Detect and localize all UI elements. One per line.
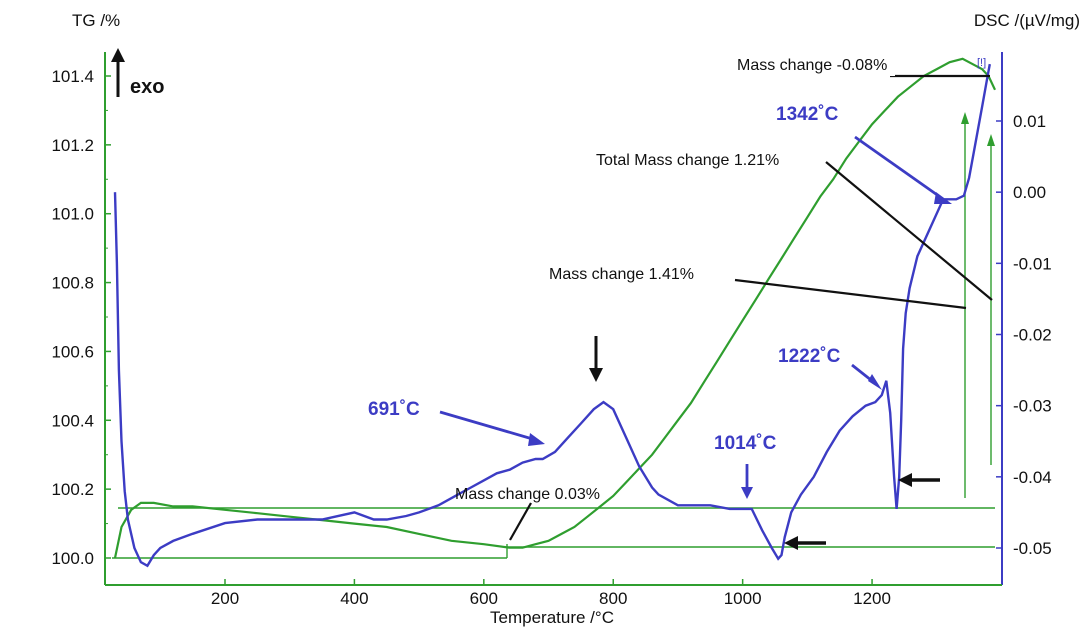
- left-arrow-icon: [784, 536, 798, 550]
- leader-mass-change-141: [734, 278, 967, 310]
- y-left-tick-label: 101.0: [51, 205, 94, 224]
- tick-group: 200 400 600 800 1000 1200 100.0 100.2 100.4 100.6…: [51, 67, 1051, 608]
- x-tick-label: 1000: [724, 589, 762, 608]
- exo-arrow-icon: [111, 48, 125, 62]
- y-right-tick-label: -0.03: [1013, 397, 1052, 416]
- down-arrow-icon: [741, 487, 753, 499]
- bracket-marker: [!]: [977, 57, 986, 69]
- y-right-tick-label: 0.00: [1013, 183, 1046, 202]
- arrow-1342-shaft: [854, 135, 944, 201]
- x-axis-title: Temperature /°C: [490, 608, 614, 627]
- annotation-leaders: [509, 74, 993, 541]
- peak-1014-label: 1014˚C: [714, 433, 777, 454]
- x-tick-label: 1200: [853, 589, 891, 608]
- peak-arrows: [439, 135, 952, 499]
- peak-1222-label: 1222˚C: [778, 346, 841, 367]
- x-tick-label: 600: [470, 589, 498, 608]
- x-tick-label: 400: [340, 589, 368, 608]
- y-left-tick-label: 100.2: [51, 480, 94, 499]
- peak-1342-label: 1342˚C: [776, 104, 839, 125]
- right-arrow-icon: [868, 374, 882, 390]
- y-left-tick-label: 100.8: [51, 274, 94, 293]
- mass-change-003-label: Mass change 0.03%: [455, 486, 600, 503]
- total-mass-change-label: Total Mass change 1.21%: [596, 152, 779, 169]
- y-right-tick-label: -0.04: [1013, 468, 1052, 487]
- y-left-tick-label: 100.6: [51, 342, 94, 361]
- y-right-axis-title: DSC /(µV/mg): [974, 11, 1080, 30]
- down-arrow-icon: [589, 368, 603, 382]
- y-right-tick-label: -0.01: [1013, 254, 1052, 273]
- exo-label: exo: [130, 76, 164, 98]
- tg-series-line: [113, 57, 996, 559]
- y-right-tick-label: -0.02: [1013, 326, 1052, 345]
- peak-691-label: 691˚C: [368, 399, 420, 420]
- right-arrow-icon: [934, 192, 952, 204]
- y-right-tick-label: -0.05: [1013, 539, 1052, 558]
- mass-change-141-label: Mass change 1.41%: [549, 266, 694, 283]
- mass-change-neg-label: Mass change -0.08%: [737, 57, 887, 74]
- step-arrow-icon: [961, 112, 969, 124]
- arrow-691-shaft: [439, 410, 537, 442]
- y-left-tick-label: 100.0: [51, 549, 94, 568]
- y-left-tick-label: 101.4: [51, 67, 94, 86]
- y-right-tick-label: 0.01: [1013, 112, 1046, 131]
- left-arrow-icon: [898, 473, 912, 487]
- mass-change-neg-bg: [733, 54, 895, 76]
- x-tick-label: 800: [599, 589, 627, 608]
- y-left-tick-label: 100.4: [51, 411, 94, 430]
- leader-mass-change-003: [509, 502, 532, 541]
- right-arrow-icon: [528, 433, 545, 446]
- x-tick-label: 200: [211, 589, 239, 608]
- y-left-axis-title: TG /%: [72, 11, 120, 30]
- y-left-tick-label: 101.2: [51, 136, 94, 155]
- step-arrow-icon: [987, 134, 995, 146]
- black-arrows: [589, 336, 940, 550]
- dsc-series-line: [113, 63, 991, 568]
- leader-total-mass-change: [825, 161, 993, 301]
